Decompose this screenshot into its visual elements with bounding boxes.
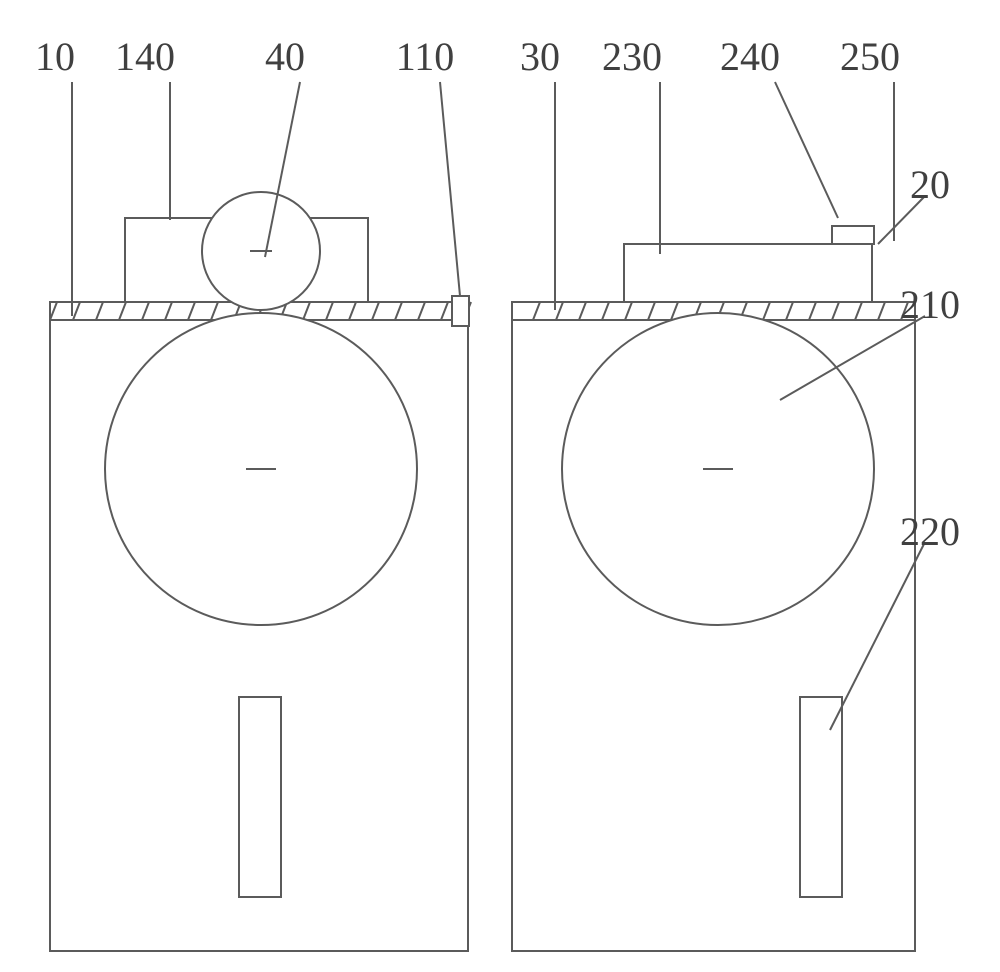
label-230: 230: [602, 34, 662, 79]
handle-5: [239, 697, 281, 897]
rect-top-4: [832, 226, 874, 244]
label-210: 210: [900, 282, 960, 327]
label-140: 140: [115, 34, 175, 79]
leader-3: [440, 82, 460, 296]
rect-top-3: [624, 244, 872, 302]
label-10: 10: [35, 34, 75, 79]
handle-6: [800, 697, 842, 897]
label-30: 30: [520, 34, 560, 79]
label-250: 250: [840, 34, 900, 79]
label-220: 220: [900, 509, 960, 554]
label-20: 20: [910, 162, 950, 207]
label-110: 110: [396, 34, 455, 79]
label-40: 40: [265, 34, 305, 79]
label-240: 240: [720, 34, 780, 79]
rect-top-7: [452, 296, 469, 326]
leader-6: [775, 82, 838, 218]
